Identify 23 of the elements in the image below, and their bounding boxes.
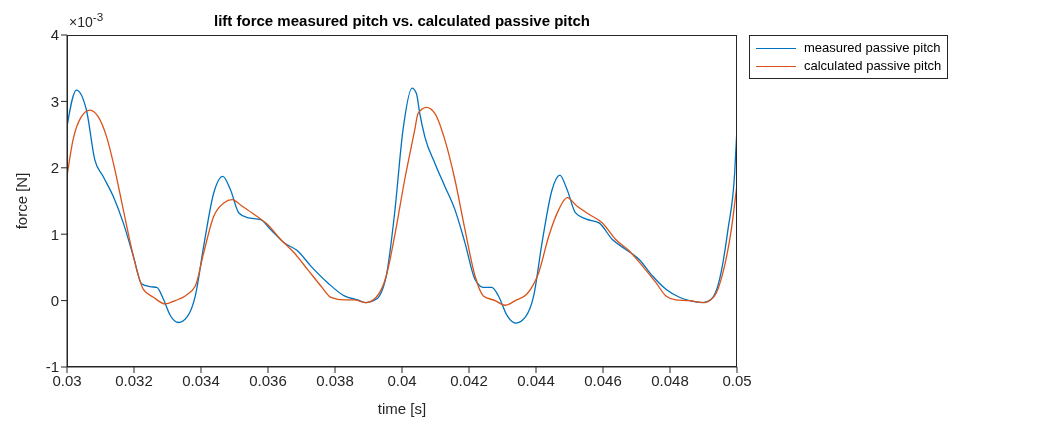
line-series — [67, 106, 737, 306]
x-tick-label: 0.042 — [450, 371, 488, 389]
y-tick-label: 4 — [50, 26, 59, 44]
text: ×10$^{-3}$ — [69, 10, 104, 30]
x-axis-title: time [s] — [377, 400, 427, 417]
chart-title: lift force measured pitch vs. calculated passive pitch — [214, 12, 590, 29]
legend-label: measured passive pitch — [804, 39, 941, 57]
line-series — [67, 87, 737, 324]
y-tick-label: 0 — [50, 291, 59, 309]
y-axis-title: force [N] — [13, 172, 31, 230]
x-tick-label: 0.044 — [517, 371, 555, 389]
x-tick-label: 0.04 — [387, 371, 417, 389]
x-tick-label: 0.038 — [316, 371, 354, 389]
legend-label: calculated passive pitch — [804, 57, 942, 75]
x-tick-label: 0.046 — [584, 371, 622, 389]
x-tick-label: 0.036 — [249, 371, 287, 389]
y-tick-label: 2 — [50, 159, 59, 177]
y-tick-label: 3 — [50, 92, 59, 110]
x-tick-label: 0.05 — [722, 371, 752, 389]
x-tick-label: 0.032 — [115, 371, 153, 389]
x-tick-label: 0.034 — [182, 371, 220, 389]
x-tick-label: 0.048 — [651, 371, 689, 389]
y-tick-label: 1 — [50, 225, 59, 243]
